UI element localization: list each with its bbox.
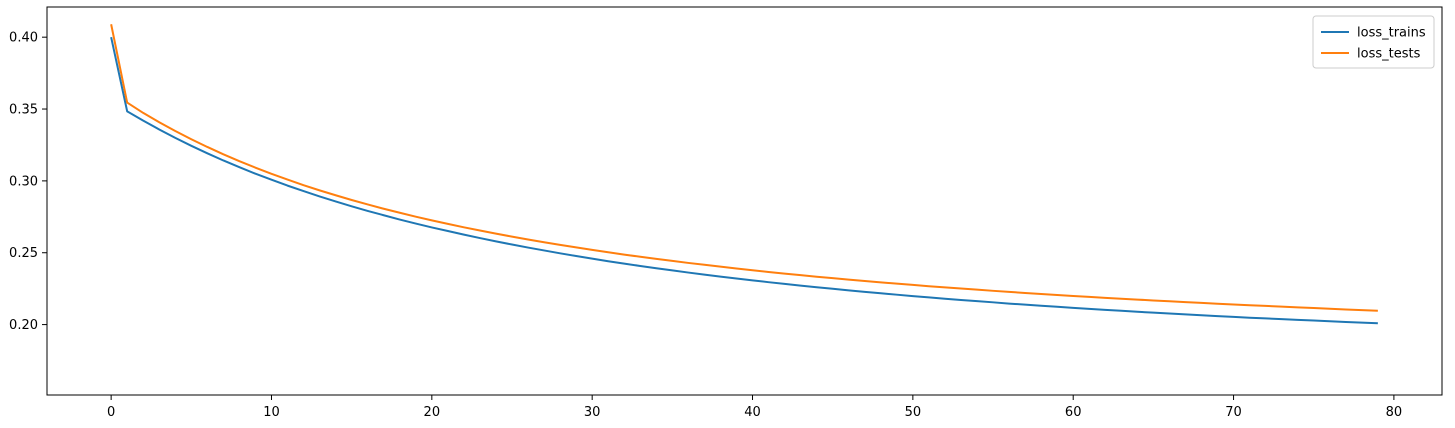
legend-label-loss-tests: loss_tests bbox=[1357, 47, 1421, 62]
legend-label-loss-trains: loss_trains bbox=[1357, 26, 1426, 41]
x-tick-label: 0 bbox=[107, 405, 115, 420]
y-tick-label: 0.30 bbox=[9, 174, 38, 189]
legend: loss_trains loss_tests bbox=[1312, 15, 1435, 69]
series-line-loss-trains bbox=[110, 36, 1378, 325]
series-line-loss-tests bbox=[110, 24, 1378, 312]
x-tick-label: 30 bbox=[584, 405, 601, 420]
x-tick-label: 70 bbox=[1225, 405, 1242, 420]
y-tick-label: 0.40 bbox=[9, 31, 38, 46]
axes-layer: 0 10 20 30 40 50 60 70 80 0.20 0.25 0.30 0.35 0.40 bbox=[9, 6, 1443, 420]
x-tick-label: 60 bbox=[1065, 405, 1082, 420]
x-tick-label: 40 bbox=[744, 405, 761, 420]
x-tick-label: 10 bbox=[263, 405, 280, 420]
x-tick-label: 20 bbox=[424, 405, 441, 420]
x-tick-label: 50 bbox=[905, 405, 922, 420]
legend-box bbox=[1312, 15, 1435, 69]
y-tick-label: 0.20 bbox=[9, 318, 38, 333]
plot-frame bbox=[46, 6, 1443, 396]
series-layer bbox=[110, 24, 1378, 325]
x-tick-label: 80 bbox=[1386, 405, 1403, 420]
y-tick-label: 0.25 bbox=[9, 246, 38, 261]
y-tick-label: 0.35 bbox=[9, 103, 38, 118]
